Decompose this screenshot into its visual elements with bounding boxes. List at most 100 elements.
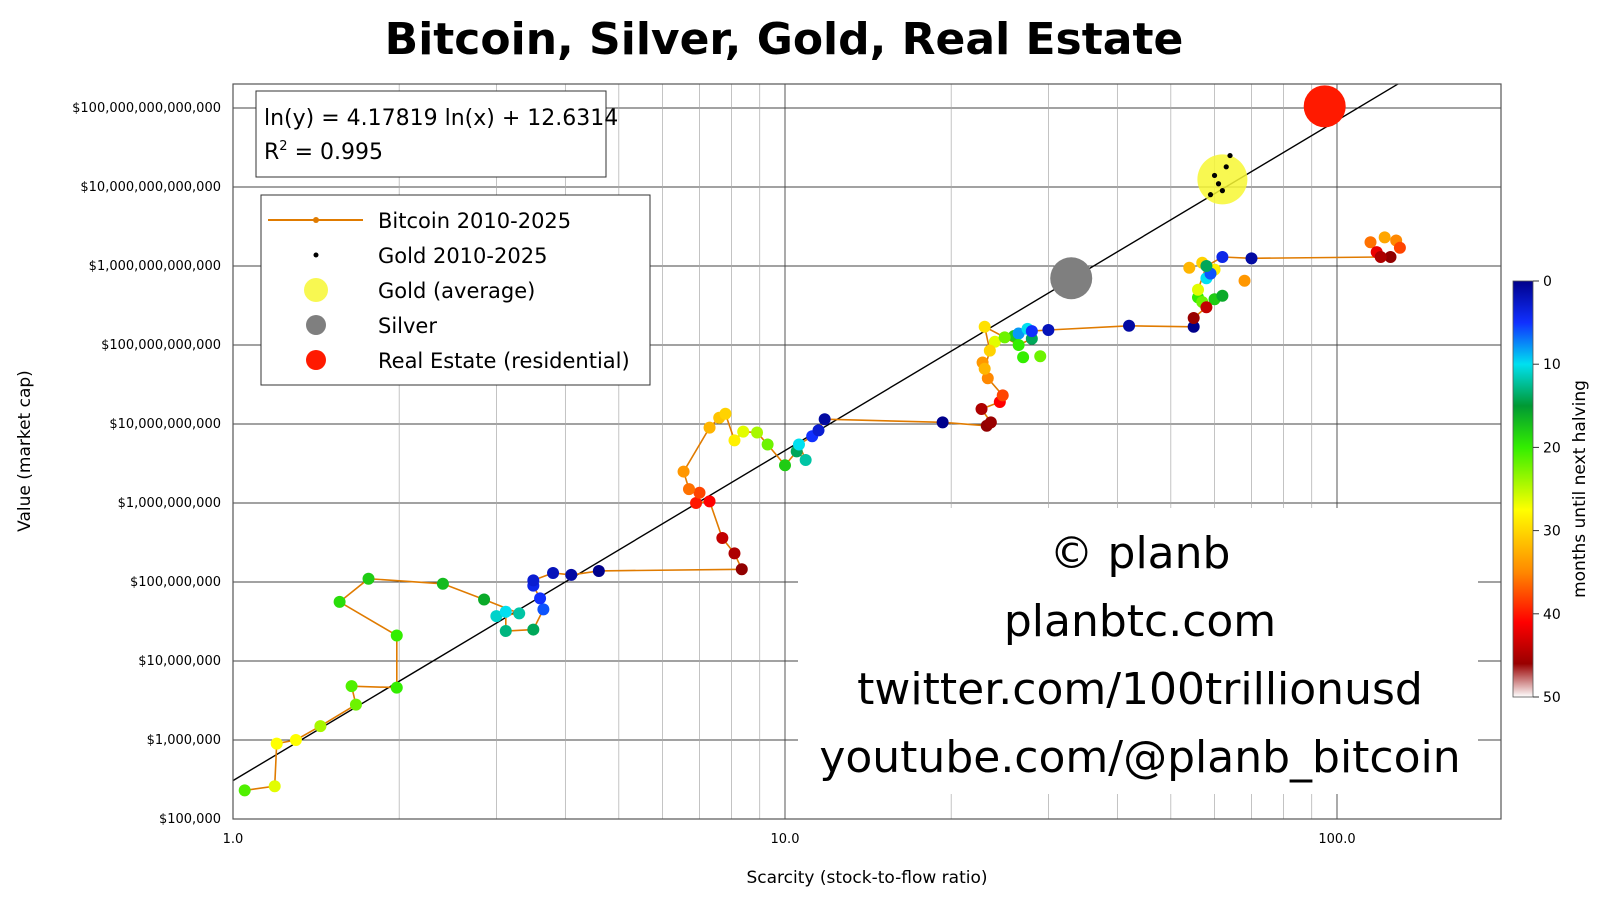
regression-line-path — [233, 84, 1400, 782]
y-tick-label: $100,000,000 — [130, 575, 221, 590]
svg-text:Real Estate (residential): Real Estate (residential) — [378, 349, 630, 373]
plot-frame — [232, 83, 1502, 820]
bitcoin-point — [983, 344, 996, 357]
bitcoin-point — [1200, 260, 1213, 272]
bitcoin-point — [1216, 289, 1229, 302]
bitcoin-point — [436, 577, 449, 590]
bitcoin-point — [547, 566, 560, 579]
colorbar-tick-label: 0 — [1543, 274, 1552, 290]
colorbar-tick-label: 40 — [1543, 607, 1561, 623]
colorbar: 0 10 20 30 40 50 months until next halving — [1512, 274, 1590, 706]
bitcoin-point — [716, 532, 729, 545]
colorbar-gradient — [1512, 280, 1534, 698]
bitcoin-point — [527, 623, 540, 636]
y-tick-label: $100,000 — [159, 812, 221, 827]
chart-title: Bitcoin, Silver, Gold, Real Estate — [384, 14, 1184, 65]
bitcoin-point — [761, 438, 774, 451]
bitcoin-point — [565, 568, 578, 581]
bitcoin-point — [1393, 241, 1406, 254]
regression-equation: ln(y) = 4.17819 ln(x) + 12.6314 — [264, 106, 618, 131]
legend-entry-real-estate: Real Estate (residential) — [306, 349, 630, 373]
bitcoin-point — [1374, 250, 1387, 263]
x-axis-label: Scarcity (stock-to-flow ratio) — [746, 868, 987, 888]
bitcoin-point — [314, 720, 327, 733]
gold-point — [1207, 192, 1214, 198]
bitcoin-point — [703, 495, 716, 508]
bitcoin-points — [238, 231, 1406, 797]
bitcoin-point — [984, 416, 997, 429]
bitcoin-point — [527, 574, 540, 587]
y-tick-labels: $100,000 $1,000,000 $10,000,000 $100,000,00… — [72, 101, 221, 827]
watermark: © planb planbtc.com twitter.com/100trill… — [798, 508, 1478, 794]
watermark-line-1: © planb — [1050, 528, 1231, 579]
bitcoin-point — [490, 610, 503, 623]
bitcoin-point — [1012, 339, 1025, 351]
bitcoin-point — [719, 407, 732, 420]
bitcoin-point — [996, 389, 1009, 402]
gold-point — [1211, 172, 1218, 179]
bitcoin-point — [737, 425, 750, 438]
bitcoin-point — [238, 784, 251, 797]
y-tick-label: $100,000,000,000,000 — [72, 101, 221, 116]
x-tick-labels: 1.0 10.0 100.0 — [223, 832, 1356, 847]
reference-points — [1050, 85, 1346, 300]
bitcoin-point — [1384, 250, 1397, 263]
gold-points — [1207, 152, 1233, 198]
bitcoin-point — [268, 780, 281, 793]
legend-entry-silver: Silver — [306, 314, 437, 338]
regression-line — [233, 84, 1400, 782]
bitcoin-point — [1042, 323, 1055, 336]
bitcoin-point — [998, 331, 1011, 344]
bitcoin-point — [978, 320, 991, 333]
legend-entry-bitcoin: Bitcoin 2010-2025 — [268, 209, 571, 233]
regression-r2: R2 = 0.995 — [264, 139, 383, 165]
bitcoin-point — [1187, 311, 1200, 324]
bitcoin-point — [513, 607, 526, 620]
colorbar-label: months until next halving — [1570, 380, 1590, 598]
bitcoin-point — [390, 681, 403, 694]
y-tick-label: $10,000,000,000 — [109, 417, 221, 432]
bitcoin-point — [1200, 301, 1213, 314]
gold-point — [1219, 188, 1226, 194]
colorbar-tick-label: 30 — [1543, 524, 1561, 540]
bitcoin-point — [799, 454, 812, 467]
svg-text:Gold (average): Gold (average) — [378, 279, 535, 303]
y-tick-label: $1,000,000 — [147, 733, 221, 748]
reference-point-real-estate-residential — [1303, 85, 1346, 128]
bitcoin-point — [978, 362, 991, 375]
y-tick-label: $10,000,000,000,000 — [80, 180, 221, 195]
bitcoin-point — [499, 624, 512, 637]
bitcoin-point — [751, 426, 764, 439]
y-axis-label: Value (market cap) — [15, 370, 35, 532]
bitcoin-point — [703, 421, 716, 434]
bitcoin-point — [333, 595, 346, 608]
watermark-line-4: youtube.com/@planb_bitcoin — [819, 732, 1460, 783]
colorbar-tick-label: 10 — [1543, 357, 1561, 373]
gold-point — [1215, 181, 1222, 187]
bitcoin-point — [728, 434, 741, 447]
y-tick-label: $1,000,000,000 — [118, 496, 221, 511]
bitcoin-point — [1187, 320, 1200, 333]
bitcoin-point — [537, 603, 550, 616]
svg-text:Gold 2010-2025: Gold 2010-2025 — [378, 244, 547, 268]
bitcoin-point — [975, 402, 988, 415]
bitcoin-point — [1191, 283, 1204, 296]
bitcoin-point — [735, 563, 748, 576]
gold-point — [1223, 164, 1229, 170]
bitcoin-point — [728, 547, 741, 560]
x-tick-label: 1.0 — [223, 832, 244, 847]
bitcoin-point — [682, 483, 695, 496]
bitcoin-point — [1034, 350, 1047, 363]
y-tick-label: $10,000,000 — [138, 654, 221, 669]
bitcoin-point — [988, 335, 1001, 348]
bitcoin-point — [1378, 231, 1391, 244]
bitcoin-point — [390, 629, 403, 642]
bitcoin-point — [1364, 236, 1377, 249]
legend-entry-gold: Gold 2010-2025 — [313, 244, 547, 268]
bitcoin-point — [677, 465, 690, 478]
reference-point-gold-average — [1197, 154, 1248, 205]
y-tick-label: $100,000,000,000 — [101, 338, 221, 353]
svg-text:Bitcoin 2010-2025: Bitcoin 2010-2025 — [378, 209, 571, 233]
bitcoin-point — [693, 486, 706, 499]
